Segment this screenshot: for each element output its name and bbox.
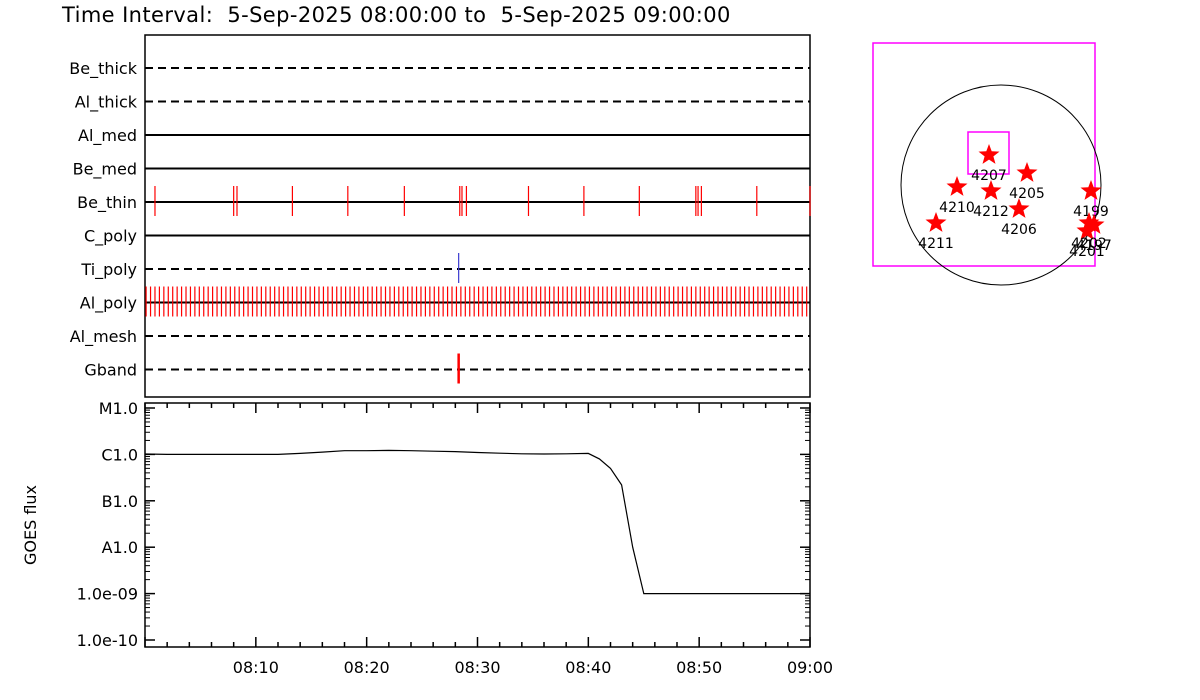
x-tick-label: 09:00: [787, 658, 833, 677]
active-region-label: 4211: [918, 236, 954, 252]
goes-flux-plot: M1.0 C1.0 B1.0 A1.0 1.0e-09 1.0e-10 08:10 08:20…: [21, 399, 833, 677]
y-tick-label: A1.0: [102, 538, 138, 557]
y-tick-label: 1.0e-10: [77, 631, 138, 650]
active-region-star: [978, 144, 1000, 164]
flux-frame: [144, 402, 811, 648]
goes-flux-line: [144, 449, 810, 595]
zoom-box: [967, 131, 1010, 175]
filter-event-timeline: Be_thick Al_thick Al_med Be_med Be_thin C_pol…: [69, 34, 811, 398]
x-tick-label: 08:40: [565, 658, 611, 677]
row-label-al_thick: Al_thick: [75, 93, 138, 113]
row-label-be_thin: Be_thin: [77, 193, 137, 213]
row-label-al_mesh: Al_mesh: [70, 327, 137, 347]
x-tick-label: 08:30: [454, 658, 500, 677]
x-tick-label: 08:10: [233, 658, 279, 677]
active-region-label: 4201: [1069, 244, 1105, 260]
field-of-view-frame: [872, 42, 1096, 267]
y-tick-label: 1.0e-09: [77, 585, 138, 604]
active-region-label: 4199: [1073, 204, 1109, 220]
timeline-frame: [144, 34, 811, 398]
row-label-be_thick: Be_thick: [69, 59, 137, 79]
active-region-star: [1016, 162, 1038, 182]
row-label-al_poly: Al_poly: [80, 294, 137, 314]
y-axis-label: GOES flux: [21, 485, 40, 565]
title-start: 5-Sep-2025 08:00:00: [227, 3, 458, 27]
title-to: to: [464, 3, 487, 27]
row-label-c_poly: C_poly: [84, 227, 137, 247]
active-region-label: 4210: [939, 200, 975, 216]
active-region-star: [946, 176, 968, 196]
active-region-label: 4206: [1001, 222, 1037, 238]
x-tick-label: 08:50: [676, 658, 722, 677]
row-label-al_med: Al_med: [78, 126, 137, 146]
active-region-label: 4212: [973, 204, 1009, 220]
active-region-label: 4205: [1009, 186, 1045, 202]
active-region-label: 4197: [1076, 238, 1112, 254]
y-tick-label: M1.0: [99, 399, 138, 418]
title-end: 5-Sep-2025 09:00:00: [500, 3, 731, 27]
active-region-star: [1083, 214, 1105, 234]
x-tick-label: 08:20: [344, 658, 390, 677]
active-region-star: [1076, 220, 1098, 240]
row-label-ti_poly: Ti_poly: [80, 260, 137, 280]
solar-limb-circle: [900, 84, 1102, 286]
active-region-star: [980, 180, 1002, 200]
active-region-star: [1080, 180, 1102, 200]
y-tick-label: B1.0: [102, 492, 138, 511]
active-region-star: [925, 212, 947, 232]
row-label-be_med: Be_med: [73, 160, 137, 180]
active-region-label: 4202: [1071, 236, 1107, 252]
active-region-star: [1008, 198, 1030, 218]
title-prefix: Time Interval:: [62, 3, 214, 27]
active-region-label: 4207: [971, 168, 1007, 184]
time-interval-title: Time Interval: 5-Sep-2025 08:00:00 to 5-…: [62, 3, 731, 27]
y-tick-label: C1.0: [101, 445, 138, 464]
active-region-star: [1078, 212, 1100, 232]
row-label-gband: Gband: [84, 361, 137, 380]
